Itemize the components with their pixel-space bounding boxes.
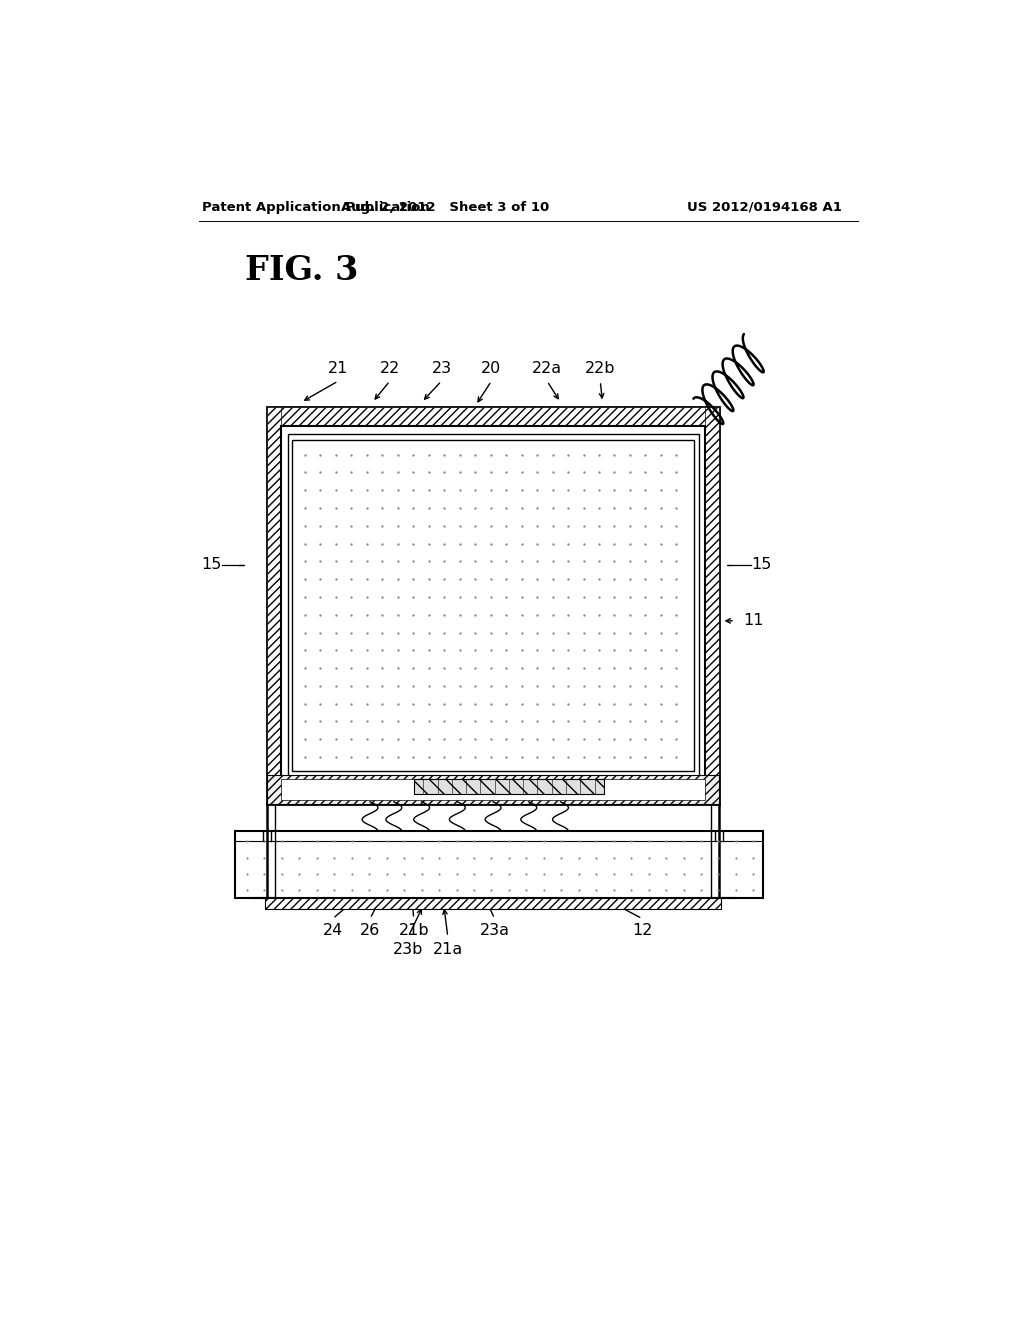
Text: Patent Application Publication: Patent Application Publication bbox=[202, 201, 429, 214]
Text: 22: 22 bbox=[380, 362, 400, 376]
Text: 12: 12 bbox=[632, 924, 652, 939]
Text: FIG. 3: FIG. 3 bbox=[246, 253, 358, 286]
Text: 23: 23 bbox=[431, 362, 452, 376]
Bar bbox=[414, 779, 604, 793]
Text: 22a: 22a bbox=[531, 362, 562, 376]
Bar bbox=[288, 434, 698, 777]
Text: 23a: 23a bbox=[479, 924, 510, 939]
Text: 11: 11 bbox=[743, 614, 764, 628]
Text: 26: 26 bbox=[359, 924, 380, 939]
Bar bbox=[267, 408, 719, 804]
Text: 21b: 21b bbox=[398, 924, 429, 939]
Bar bbox=[267, 408, 282, 804]
Bar bbox=[267, 785, 719, 804]
Bar bbox=[282, 779, 705, 800]
Text: 15: 15 bbox=[202, 557, 221, 573]
Bar bbox=[236, 832, 763, 899]
Text: 15: 15 bbox=[751, 557, 771, 573]
Bar bbox=[705, 408, 719, 804]
Text: 20: 20 bbox=[481, 362, 502, 376]
Text: 23b: 23b bbox=[393, 941, 423, 957]
Bar bbox=[265, 899, 721, 908]
Text: 24: 24 bbox=[323, 924, 343, 939]
Text: US 2012/0194168 A1: US 2012/0194168 A1 bbox=[687, 201, 842, 214]
Bar bbox=[296, 444, 690, 767]
Text: Aug. 2, 2012   Sheet 3 of 10: Aug. 2, 2012 Sheet 3 of 10 bbox=[341, 201, 550, 214]
Text: 21a: 21a bbox=[433, 941, 463, 957]
Bar bbox=[267, 775, 719, 804]
Text: 21: 21 bbox=[328, 362, 348, 376]
Bar bbox=[292, 440, 694, 771]
Bar bbox=[282, 426, 705, 785]
Bar bbox=[267, 408, 719, 426]
Text: 22b: 22b bbox=[585, 362, 615, 376]
